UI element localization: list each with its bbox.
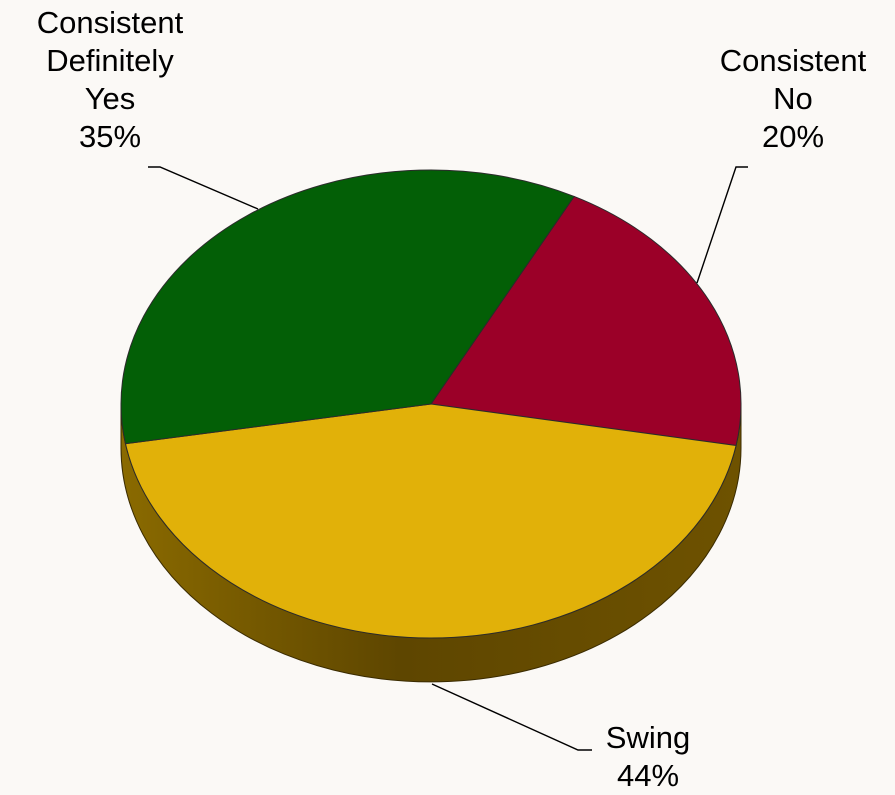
leader-line-yes (148, 166, 259, 210)
leader-line-swing (431, 683, 592, 751)
label-swing: Swing 44% (605, 720, 691, 793)
leader-line-no (696, 166, 748, 284)
label-consistent-definitely-yes: Consistent Definitely Yes 35% (36, 5, 184, 154)
label-consistent-no: Consistent No 20% (719, 43, 867, 154)
slice-consistent-no (430, 195, 742, 447)
slice-swing (124, 403, 737, 639)
slice-consistent-definitely-yes (120, 169, 575, 445)
